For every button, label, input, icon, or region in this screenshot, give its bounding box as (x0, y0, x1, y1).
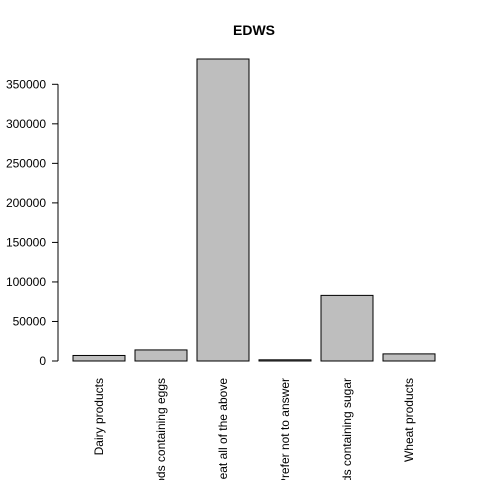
category-label-2: I eat all of the above (216, 378, 230, 480)
category-label-5: Wheat products (402, 378, 416, 462)
y-tick-label-1: 50000 (13, 314, 47, 328)
y-tick-label-6: 300000 (6, 117, 46, 131)
bar-1 (134, 349, 188, 362)
chart-title: EDWS (233, 22, 275, 38)
bar-3 (258, 359, 312, 362)
bar-2 (196, 58, 250, 362)
y-axis: 0 50000 100000 150000 200000 250000 300000 3500… (6, 77, 59, 368)
y-tick-label-7: 350000 (6, 77, 46, 91)
y-tick-label-3: 150000 (6, 235, 46, 249)
y-tick-label-2: 100000 (6, 275, 46, 289)
x-axis-labels: Dairy products Foods containing eggs I eat… (92, 378, 416, 480)
y-tick-label-5: 250000 (6, 156, 46, 170)
bars-group (72, 58, 436, 362)
category-label-0: Dairy products (92, 378, 106, 455)
y-tick-label-4: 200000 (6, 196, 46, 210)
bar-4 (320, 294, 374, 362)
y-tick-label-0: 0 (39, 354, 46, 368)
category-label-4: Foods containing sugar (340, 378, 354, 480)
category-label-3: Prefer not to answer (278, 378, 292, 480)
category-label-1: Foods containing eggs (154, 378, 168, 480)
bar-0 (72, 354, 126, 362)
bar-5 (382, 353, 436, 362)
